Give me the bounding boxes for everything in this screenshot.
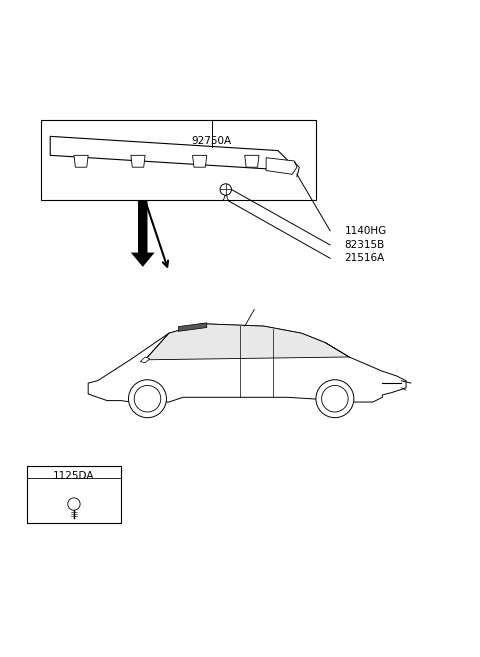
Text: 92750A: 92750A — [192, 136, 231, 146]
Polygon shape — [145, 324, 349, 360]
Circle shape — [322, 386, 348, 412]
Text: 82315B: 82315B — [344, 240, 384, 250]
Circle shape — [68, 498, 80, 510]
Polygon shape — [192, 155, 207, 167]
Polygon shape — [131, 155, 145, 167]
Bar — [26, 466, 121, 523]
Polygon shape — [50, 137, 288, 170]
Text: 1140HG: 1140HG — [344, 226, 386, 237]
Bar — [41, 120, 316, 200]
Polygon shape — [245, 155, 259, 167]
Text: 21516A: 21516A — [344, 254, 384, 263]
Circle shape — [134, 386, 161, 412]
Polygon shape — [74, 155, 88, 167]
Polygon shape — [223, 196, 228, 200]
Circle shape — [129, 380, 167, 418]
Polygon shape — [88, 324, 406, 402]
Text: 1125DA: 1125DA — [53, 471, 95, 481]
Polygon shape — [131, 200, 155, 267]
Polygon shape — [140, 357, 150, 363]
Polygon shape — [179, 323, 207, 331]
Circle shape — [316, 380, 354, 418]
Polygon shape — [266, 158, 297, 174]
